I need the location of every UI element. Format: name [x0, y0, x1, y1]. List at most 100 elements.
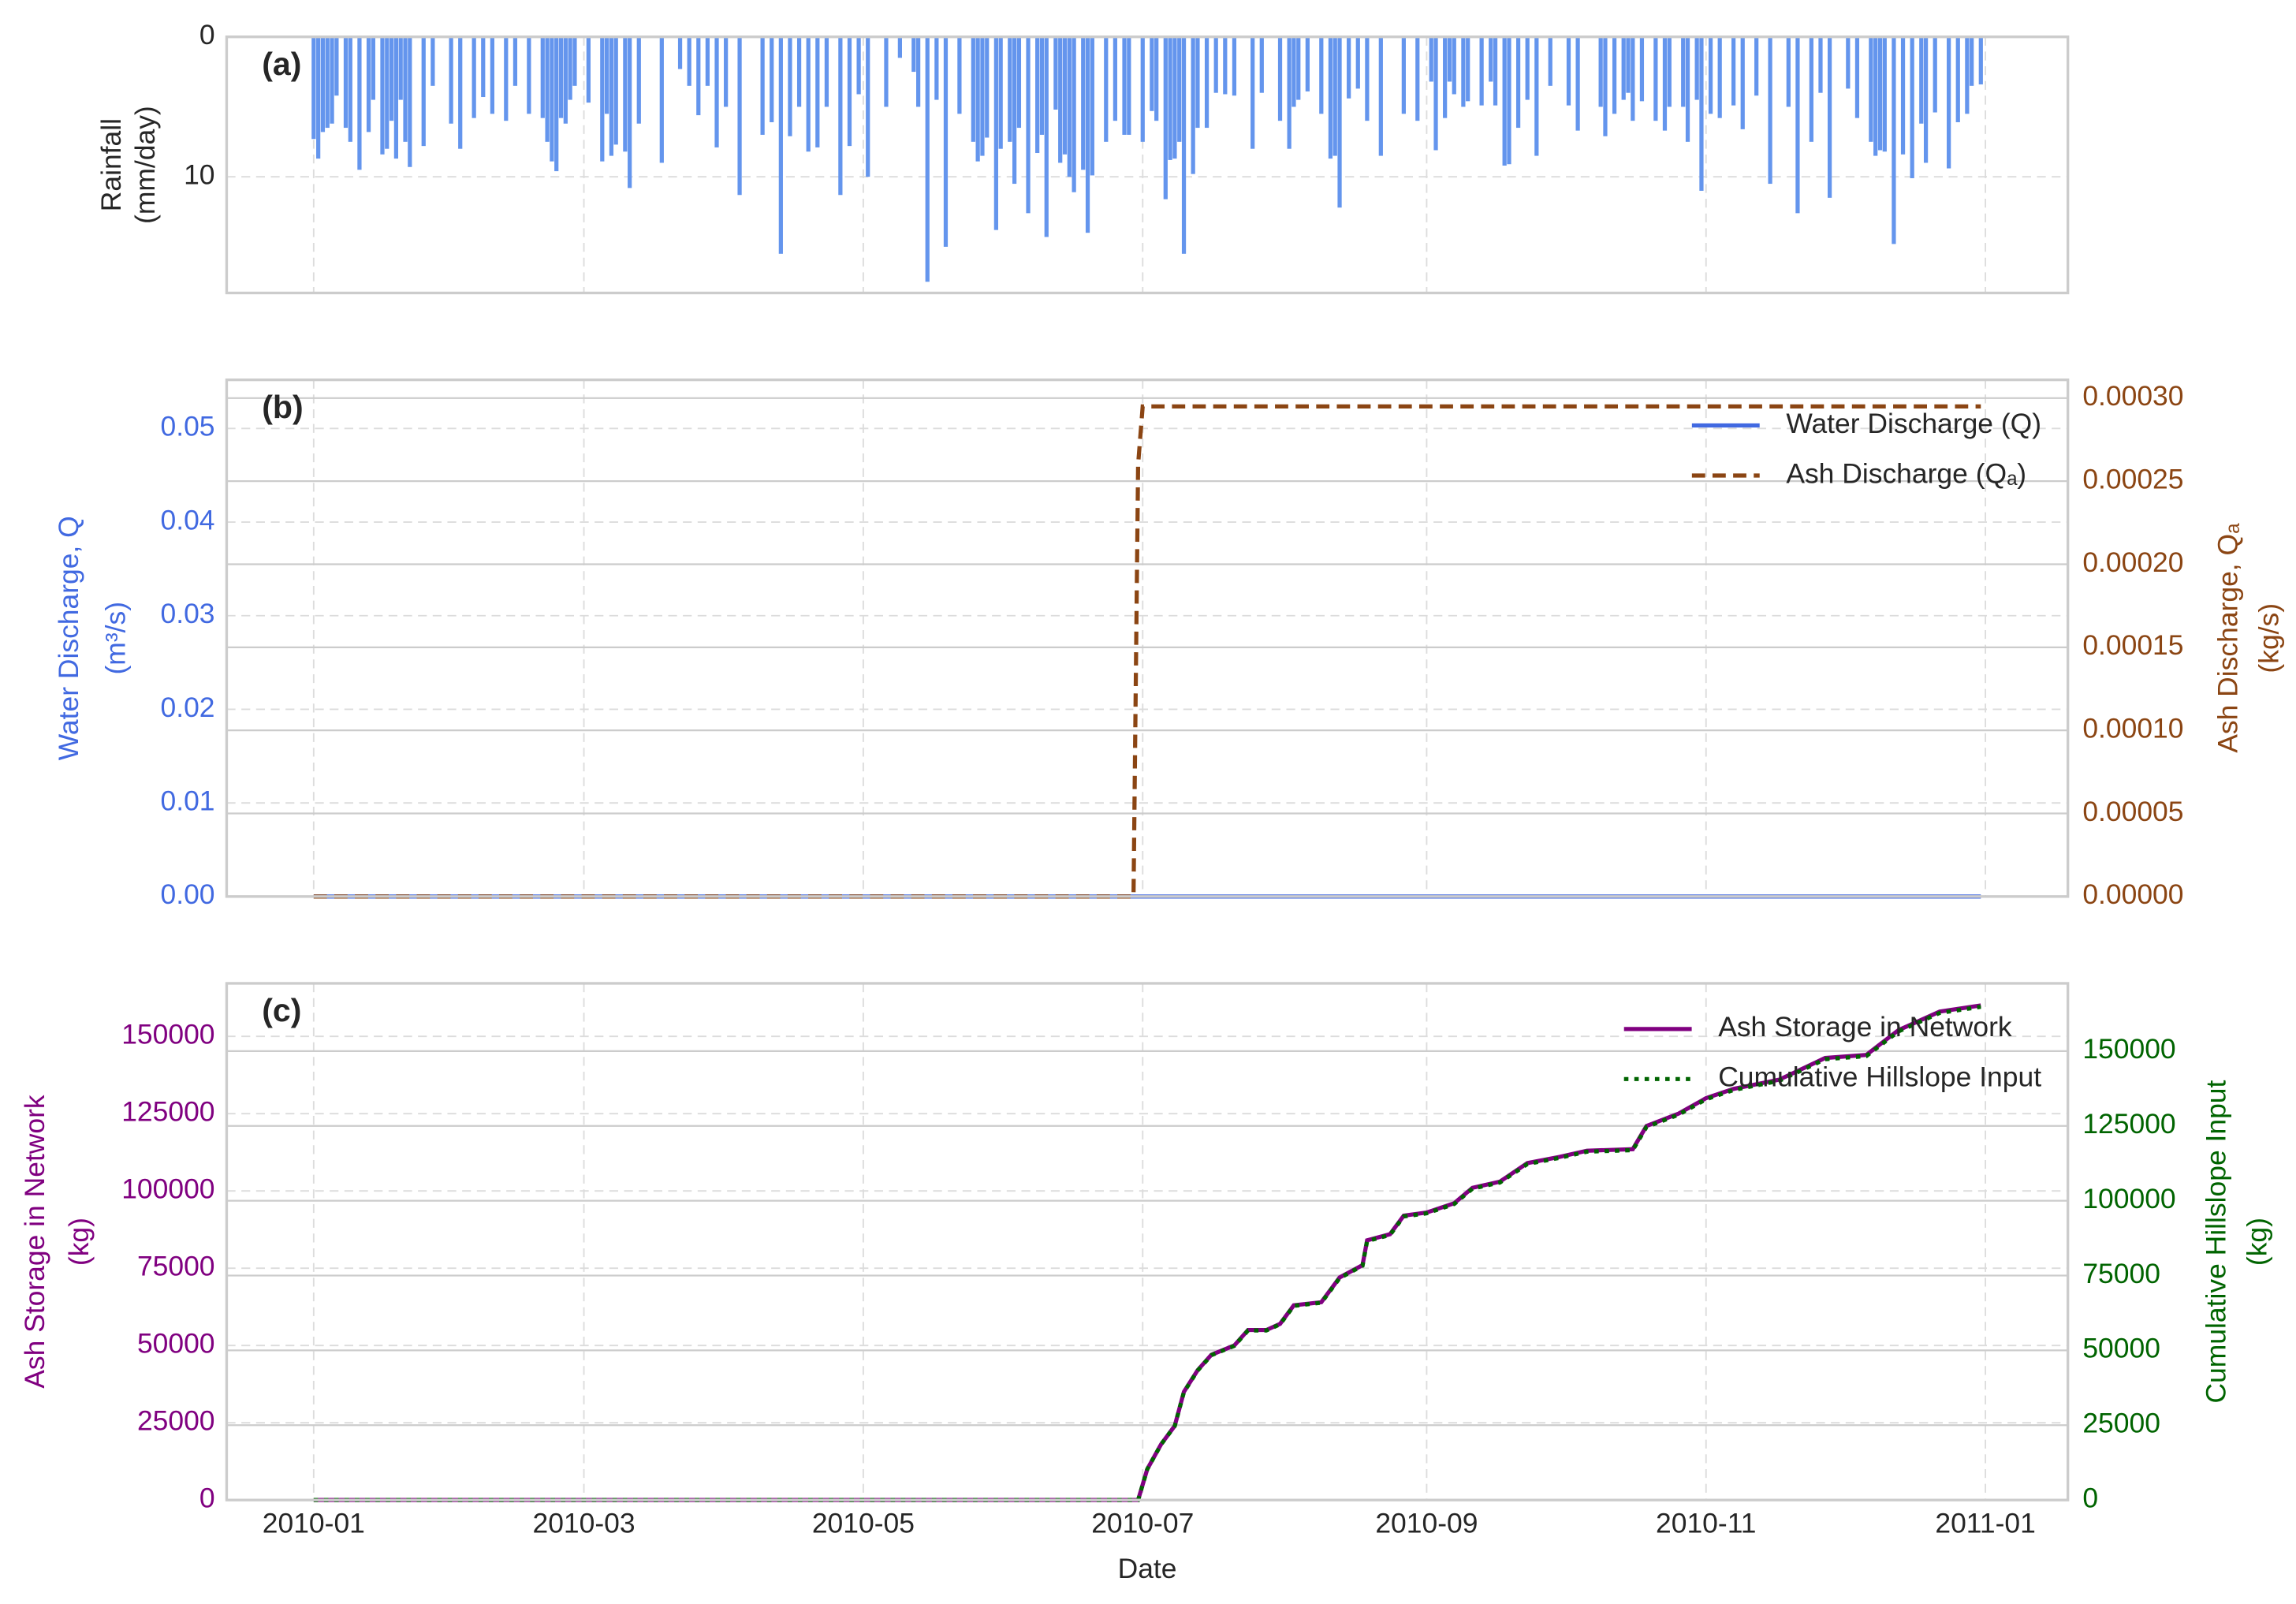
bar	[1970, 36, 1974, 86]
y2-tick-label: 0.00030	[2082, 380, 2183, 412]
bar	[628, 36, 632, 188]
bar	[993, 36, 998, 230]
y2-tick-label: 100000	[2082, 1183, 2175, 1214]
legend-label: Ash Discharge (Qₐ)	[1786, 457, 2026, 489]
bar	[1854, 36, 1860, 118]
bar	[1085, 36, 1090, 233]
bar	[1955, 36, 1960, 122]
y-tick-label: 0.03	[161, 598, 215, 629]
bar	[737, 36, 742, 196]
bar	[572, 36, 577, 86]
bar	[925, 36, 930, 282]
bar	[724, 36, 729, 107]
bar	[856, 36, 861, 95]
bar	[1012, 36, 1017, 185]
bar	[527, 36, 531, 114]
bar	[1502, 36, 1507, 166]
y2-axis-label: (kg)	[2242, 1218, 2273, 1266]
bar	[1401, 36, 1406, 114]
legend: Ash Storage in Network Cumulative Hillslo…	[1623, 1011, 2041, 1093]
bar	[357, 36, 362, 170]
bar	[1662, 36, 1668, 131]
bar	[796, 36, 802, 107]
bar	[934, 36, 939, 100]
bar	[1232, 36, 1237, 96]
bar	[1740, 36, 1745, 129]
bar	[1039, 36, 1045, 135]
bar	[1429, 36, 1433, 82]
bar	[1869, 36, 1873, 142]
y-tick-label: 25000	[137, 1405, 215, 1437]
bar	[609, 36, 614, 156]
bar	[458, 36, 463, 149]
bar	[985, 36, 990, 138]
bar	[1461, 36, 1466, 107]
bar	[398, 36, 403, 100]
panel-label: (b)	[262, 389, 303, 425]
y-tick-label: 100000	[121, 1173, 214, 1205]
bar	[1035, 36, 1040, 154]
bar	[334, 36, 339, 96]
bar	[1204, 36, 1210, 129]
bar	[1598, 36, 1603, 107]
bar	[1447, 36, 1452, 82]
bar	[770, 36, 774, 122]
bar	[380, 36, 385, 155]
bar	[1337, 36, 1342, 208]
bar	[1900, 36, 1906, 155]
bar	[1296, 36, 1301, 100]
bar	[1919, 36, 1924, 124]
bar	[1479, 36, 1484, 106]
bar	[980, 36, 985, 156]
y2-tick-label: 25000	[2082, 1408, 2160, 1439]
bar	[1250, 36, 1255, 149]
bar	[1378, 36, 1383, 156]
bar	[1631, 36, 1635, 121]
axes-frame	[225, 378, 2070, 898]
bar	[550, 36, 554, 162]
bar	[1319, 36, 1324, 114]
bar	[1708, 36, 1713, 114]
bar	[554, 36, 559, 172]
legend-label: Water Discharge (Q)	[1786, 408, 2041, 439]
y-axis-label: Ash Storage in Network	[19, 1095, 50, 1389]
bar	[714, 36, 719, 147]
bar	[1067, 36, 1072, 177]
bar	[385, 36, 390, 149]
bar	[696, 36, 701, 116]
bar	[568, 36, 572, 100]
bar	[1786, 36, 1791, 107]
bar	[1292, 36, 1296, 107]
bar	[512, 36, 518, 86]
bar	[636, 36, 641, 124]
bar	[1681, 36, 1686, 107]
y2-tick-label: 0.00005	[2082, 796, 2183, 827]
y2-tick-label: 0.00015	[2082, 629, 2183, 661]
bar	[1612, 36, 1617, 114]
x-tick-label: 2010-09	[1375, 1507, 1478, 1539]
bar	[1621, 36, 1626, 100]
y-tick-label: 0	[199, 19, 215, 50]
y2-tick-label: 0	[2082, 1483, 2098, 1514]
panel-label: (c)	[262, 992, 301, 1028]
bar	[311, 36, 316, 140]
bar	[586, 36, 591, 103]
x-tick-label: 2010-07	[1091, 1507, 1194, 1539]
bar	[1768, 36, 1772, 185]
y2-axis-label: Ash Discharge, Qₐ	[2212, 523, 2243, 753]
bar	[1910, 36, 1914, 178]
bar	[1978, 36, 1983, 85]
bar	[504, 36, 509, 121]
x-tick-label: 2010-05	[812, 1507, 915, 1539]
bar	[1699, 36, 1704, 191]
bar	[1639, 36, 1645, 102]
bar	[1072, 36, 1076, 192]
bar	[806, 36, 811, 152]
bar	[1122, 36, 1127, 135]
y2-tick-label: 125000	[2082, 1108, 2175, 1140]
x-axis-label: Date	[1118, 1553, 1177, 1584]
bar	[778, 36, 783, 254]
bar	[971, 36, 975, 142]
bar	[481, 36, 486, 98]
